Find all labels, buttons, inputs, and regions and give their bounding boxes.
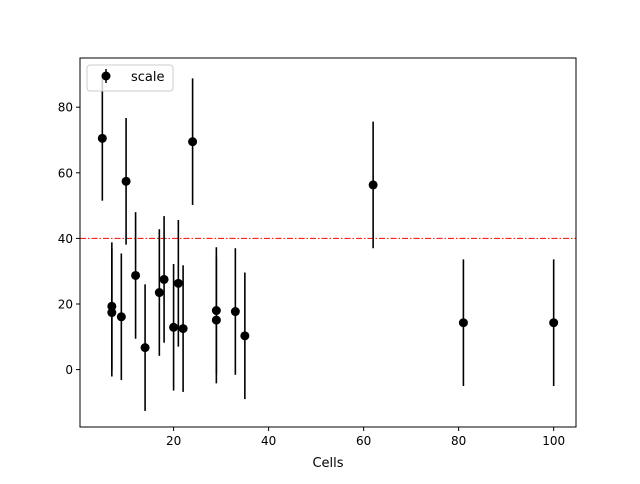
data-point [549,318,559,328]
x-axis-label: Cells [312,456,343,471]
plot-area [80,76,576,411]
y-tick-label: 20 [58,298,73,312]
data-point [159,274,169,284]
x-tick-label: 100 [542,434,565,448]
data-point [140,343,150,353]
data-point [107,308,117,318]
legend-marker [101,71,111,81]
y-tick-label: 60 [58,166,73,180]
x-tick-label: 60 [356,434,371,448]
legend-box [86,64,174,92]
data-point [458,318,468,328]
y-tick-label: 40 [58,232,73,246]
data-point [240,331,250,341]
x-tick-label: 20 [166,434,181,448]
data-point [169,322,179,332]
x-tick-label: 80 [451,434,466,448]
data-point [188,137,198,147]
y-tick-label: 0 [65,363,73,377]
axes-frame [79,57,577,428]
data-point [121,176,131,186]
data-point [154,288,164,298]
data-point [173,278,183,288]
data-point [368,180,378,190]
legend: scale [86,64,174,92]
axis-ticks: 20 40 60 80 100 0 20 40 60 80 [58,101,565,448]
data-point [131,270,141,280]
data-point [211,315,221,325]
data-point [178,324,188,334]
data-point [97,133,107,143]
data-point [107,301,117,311]
x-tick-label: 40 [261,434,276,448]
data-point [116,312,126,322]
data-point [211,306,221,316]
y-tick-label: 80 [58,101,73,115]
legend-label-scale: scale [131,70,165,85]
data-point [230,307,240,317]
